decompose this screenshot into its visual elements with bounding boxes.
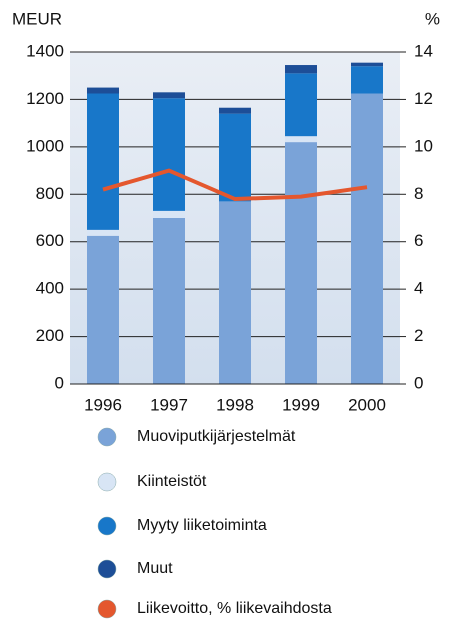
y-tick-label: 0: [55, 373, 64, 392]
bar-segment: [285, 142, 317, 384]
bar-segment: [351, 62, 383, 67]
bar-segment: [153, 218, 185, 384]
bar-segment: [285, 73, 317, 137]
x-tick-label: 1999: [282, 395, 320, 414]
y2-tick-label: 0: [414, 373, 423, 392]
y2-tick-label: 4: [414, 279, 423, 298]
legend-label: Myyty liiketoiminta: [137, 517, 267, 534]
x-tick-label: 1997: [150, 395, 188, 414]
y-axis-label: MEUR: [12, 9, 62, 28]
y-tick-label: 800: [36, 184, 64, 203]
x-tick-label: 2000: [348, 395, 386, 414]
bar-segment: [351, 66, 383, 94]
bar-segment: [285, 65, 317, 74]
bar-segment: [219, 107, 251, 114]
y2-tick-label: 8: [414, 184, 423, 203]
legend-swatch: [97, 472, 117, 492]
y2-axis-label: %: [425, 9, 440, 28]
bar-segment: [219, 201, 251, 384]
legend-label: Muut: [137, 560, 173, 577]
y-tick-label: 600: [36, 231, 64, 250]
bar-segment: [153, 92, 185, 99]
bar-segment: [87, 93, 119, 230]
legend-swatch: [97, 559, 117, 579]
legend-swatch: [97, 516, 117, 536]
bar-segment: [87, 235, 119, 384]
y2-tick-label: 6: [414, 231, 423, 250]
bar-segment: [87, 87, 119, 94]
y2-tick-label: 2: [414, 326, 423, 345]
y2-tick-label: 12: [414, 89, 433, 108]
legend-swatch: [97, 599, 117, 619]
legend-swatch: [97, 427, 117, 447]
x-tick-label: 1998: [216, 395, 254, 414]
y-tick-label: 1000: [26, 136, 64, 155]
bar-segment: [87, 229, 119, 236]
line-series: [102, 168, 368, 202]
y2-tick-label: 14: [414, 41, 433, 60]
bar-segment: [285, 136, 317, 143]
x-tick-label: 1996: [84, 395, 122, 414]
bar-segment: [219, 113, 251, 202]
bar-segment: [153, 210, 185, 218]
y-tick-label: 1200: [26, 89, 64, 108]
y2-tick-label: 10: [414, 136, 433, 155]
bar-segment: [351, 93, 383, 384]
y-tick-label: 1400: [26, 41, 64, 60]
legend-label: Kiinteistöt: [137, 473, 207, 490]
y-tick-label: 400: [36, 279, 64, 298]
legend-label: Muoviputkijärjestelmät: [137, 428, 296, 445]
y-tick-label: 200: [36, 326, 64, 345]
bar-segment: [153, 98, 185, 211]
legend-label: Liikevoitto, % liikevaihdosta: [137, 600, 332, 617]
